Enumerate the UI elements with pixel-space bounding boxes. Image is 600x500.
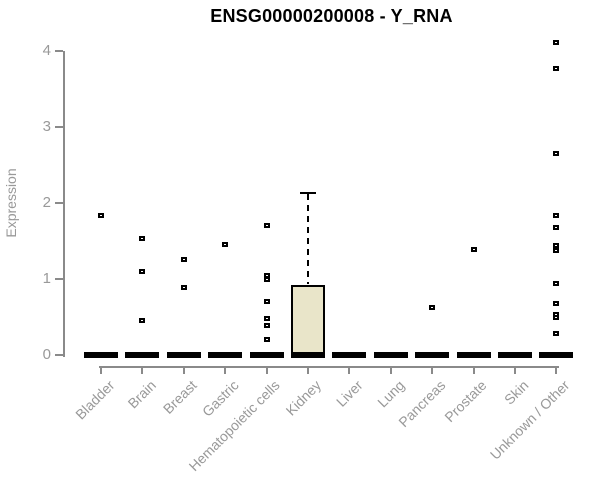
- y-axis-line: [63, 50, 65, 357]
- outlier-point: [553, 224, 560, 230]
- y-tick-label: 3: [42, 117, 51, 135]
- x-axis-tick: [472, 366, 475, 374]
- x-axis-tick: [431, 366, 434, 374]
- x-axis-tick: [389, 366, 392, 374]
- x-tick-label: Brain: [124, 377, 159, 412]
- median-bar: [249, 352, 284, 358]
- median-bar: [373, 352, 408, 358]
- y-tick-label: 1: [42, 269, 51, 287]
- median-bar: [208, 352, 243, 358]
- outlier-point: [180, 256, 187, 262]
- outlier-point: [553, 247, 560, 253]
- outlier-point: [98, 213, 104, 219]
- y-axis-tick: [55, 277, 63, 280]
- x-axis-tick: [514, 366, 516, 374]
- outlier-point: [553, 301, 560, 306]
- median-bar: [456, 352, 491, 358]
- outlier-point: [553, 212, 560, 218]
- box: [291, 284, 325, 355]
- outlier-point: [263, 323, 270, 329]
- median-bar: [125, 352, 160, 358]
- x-tick-label: Prostate: [441, 377, 490, 426]
- x-tick-label: Bladder: [71, 377, 118, 423]
- outlier-point: [263, 336, 270, 342]
- median-bar: [539, 352, 574, 358]
- x-axis-tick: [182, 366, 185, 374]
- x-axis-tick: [141, 366, 144, 374]
- median-bar: [291, 352, 325, 358]
- y-axis-tick: [55, 354, 63, 356]
- median-bar: [332, 352, 367, 358]
- median-bar: [498, 352, 532, 358]
- outlier-point: [429, 304, 436, 310]
- x-axis-tick: [348, 366, 351, 374]
- outlier-point: [553, 330, 560, 336]
- x-tick-label: Lung: [373, 377, 408, 411]
- outlier-point: [553, 39, 560, 45]
- median-bar: [84, 352, 118, 358]
- outlier-point: [263, 299, 270, 305]
- chart-title: ENSG00000200008 - Y_RNA: [210, 6, 453, 26]
- whisker-line: [307, 193, 309, 284]
- outlier-point: [263, 316, 270, 322]
- outlier-point: [263, 276, 270, 282]
- y-tick-label: 4: [42, 41, 51, 59]
- y-axis-tick: [55, 125, 63, 128]
- median-bar: [415, 352, 450, 358]
- x-tick-label: Skin: [500, 377, 532, 408]
- y-axis-tick: [55, 49, 63, 52]
- x-axis-tick: [265, 366, 268, 374]
- outlier-point: [553, 281, 560, 287]
- x-axis-tick: [307, 366, 309, 374]
- y-tick-label: 0: [42, 346, 51, 363]
- outlier-point: [553, 151, 560, 157]
- outlier-point: [470, 246, 477, 252]
- y-axis-tick: [55, 201, 63, 204]
- outlier-point: [222, 242, 229, 248]
- outlier-point: [263, 222, 270, 228]
- x-axis-line: [99, 366, 559, 368]
- outlier-point: [180, 285, 187, 291]
- median-bar: [166, 352, 201, 358]
- outlier-point: [553, 65, 560, 71]
- x-axis-tick: [100, 366, 102, 374]
- outlier-point: [139, 317, 146, 323]
- y-tick-label: 2: [42, 193, 51, 211]
- x-tick-label: Kidney: [282, 377, 325, 419]
- whisker-cap: [300, 191, 316, 194]
- outlier-point: [553, 243, 560, 249]
- x-axis-tick: [224, 366, 227, 374]
- outlier-point: [553, 315, 560, 321]
- outlier-point: [139, 269, 146, 275]
- x-tick-label: Liver: [332, 377, 366, 410]
- x-tick-label: Breast: [160, 377, 201, 417]
- x-axis-tick: [555, 366, 558, 374]
- outlier-point: [139, 236, 146, 242]
